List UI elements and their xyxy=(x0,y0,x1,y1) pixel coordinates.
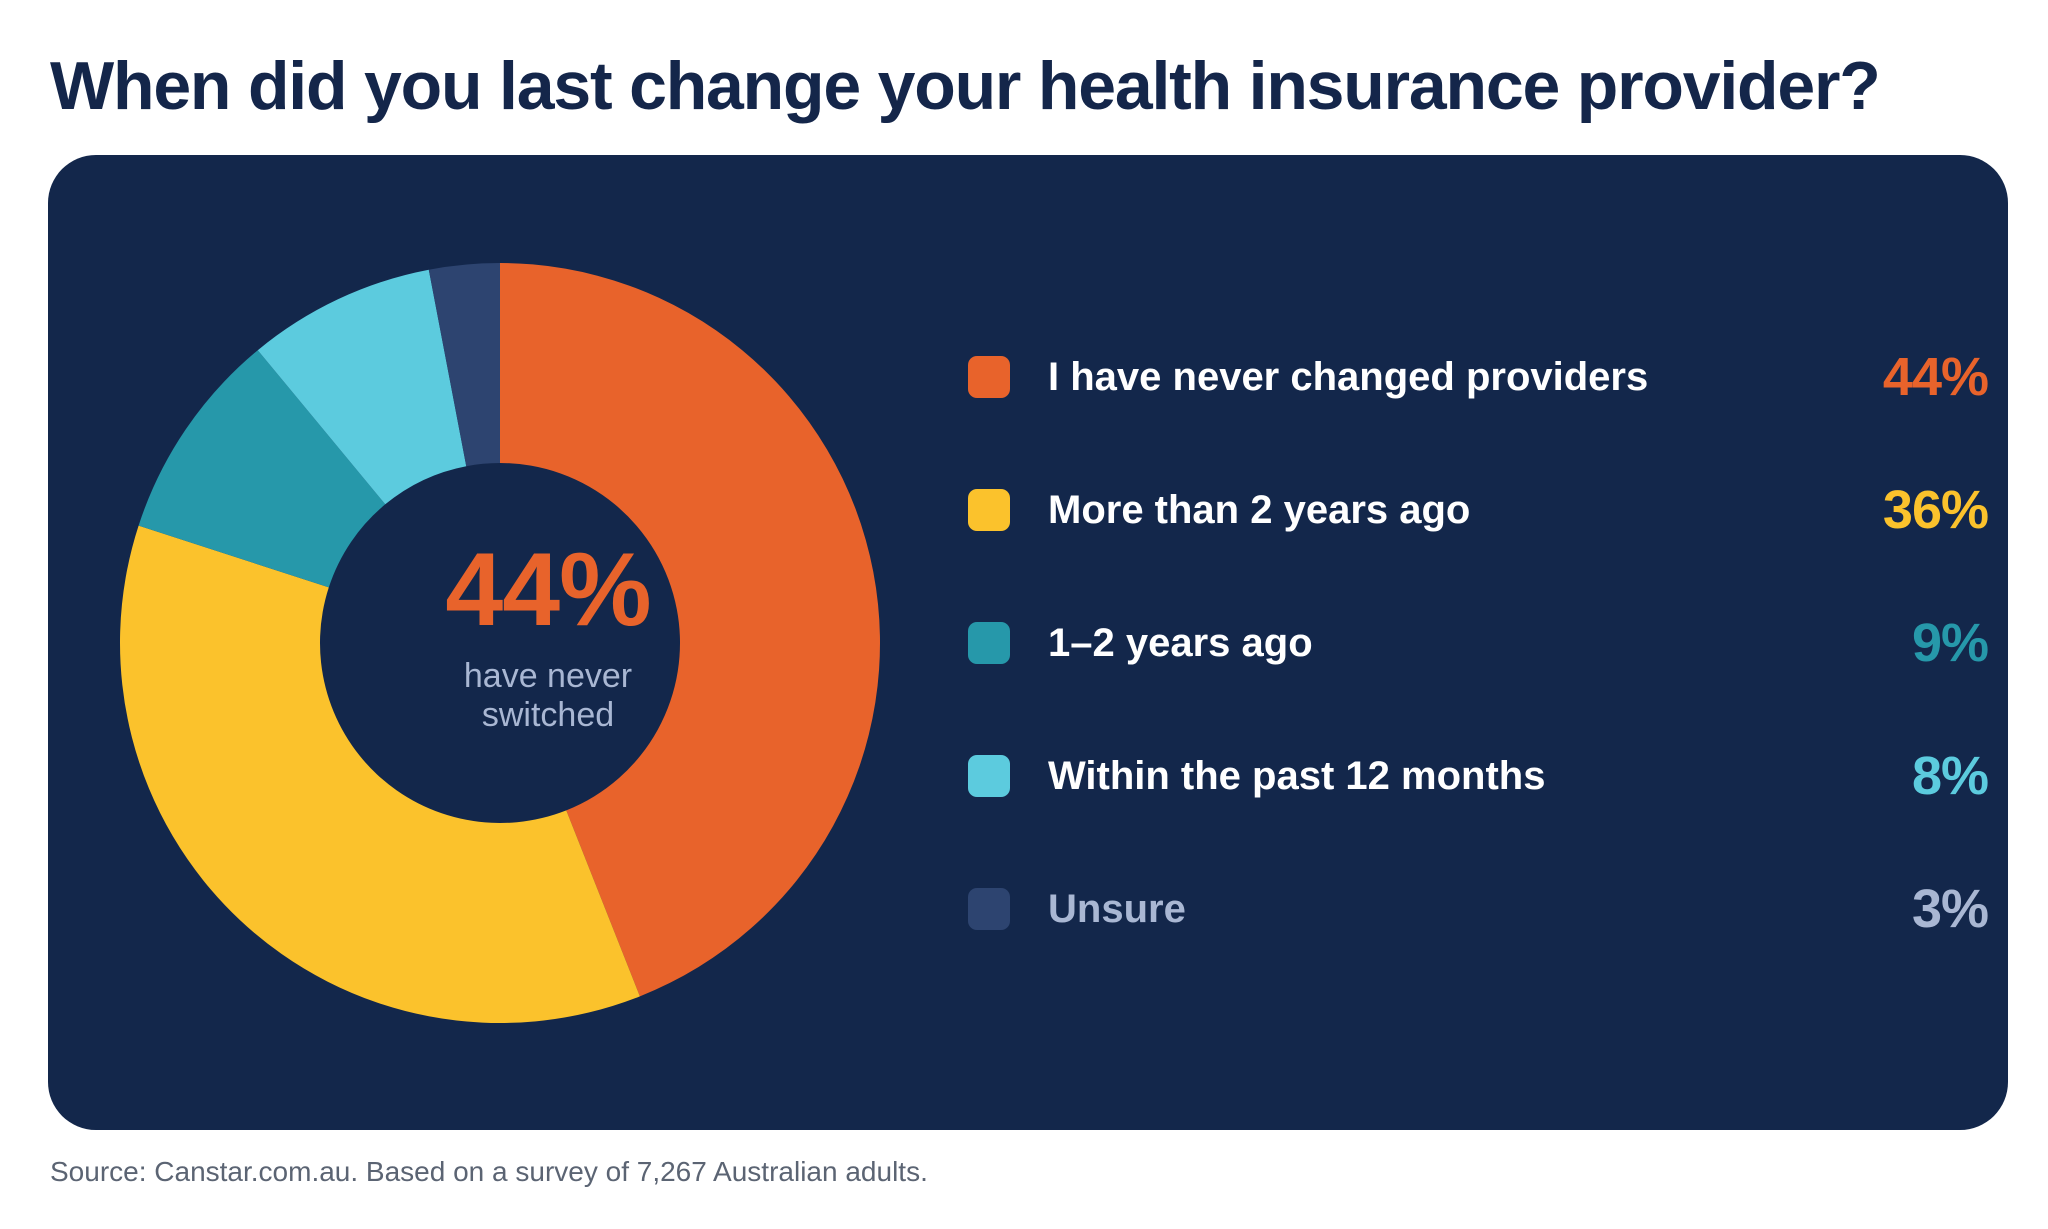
legend-swatch xyxy=(968,888,1010,930)
legend-item-past-12-months: Within the past 12 months 8% xyxy=(968,736,1989,816)
legend-item-1-2-years: 1–2 years ago 9% xyxy=(968,603,1989,683)
donut-chart xyxy=(119,263,881,1023)
center-caption-line2: switched xyxy=(481,696,615,734)
source-note: Source: Canstar.com.au. Based on a surve… xyxy=(50,1156,928,1187)
chart-title: When did you last change your health ins… xyxy=(50,48,1881,124)
center-value: 44% xyxy=(445,532,651,648)
legend-label: More than 2 years ago xyxy=(1048,488,1471,532)
donut-slice-1 xyxy=(119,525,640,1023)
legend-percentage: 8% xyxy=(1911,746,1989,806)
legend-percentage: 9% xyxy=(1911,613,1989,673)
legend-percentage: 44% xyxy=(1882,347,1989,407)
donut-slice-2 xyxy=(138,350,386,588)
legend-label: Unsure xyxy=(1048,887,1186,931)
legend-percentage: 3% xyxy=(1911,879,1989,939)
legend-percentage: 36% xyxy=(1882,480,1989,540)
donut-slice-3 xyxy=(257,269,467,505)
chart-panel: 44% have never switched I have never cha… xyxy=(48,155,2008,1130)
legend-swatch xyxy=(968,622,1010,664)
legend-label: I have never changed providers xyxy=(1048,355,1649,399)
legend-swatch xyxy=(968,356,1010,398)
center-caption-line1: have never xyxy=(463,657,633,695)
center-caption: have never switched xyxy=(348,657,748,735)
legend-item-more-than-2-years: More than 2 years ago 36% xyxy=(968,470,1989,550)
donut-slice-4 xyxy=(428,263,500,467)
legend-label: 1–2 years ago xyxy=(1048,621,1313,665)
legend-item-never-changed: I have never changed providers 44% xyxy=(968,337,1989,417)
legend-swatch xyxy=(968,489,1010,531)
donut-slice-0 xyxy=(500,263,881,997)
legend-item-unsure: Unsure 3% xyxy=(968,869,1989,949)
legend-label: Within the past 12 months xyxy=(1048,754,1546,798)
legend-swatch xyxy=(968,755,1010,797)
